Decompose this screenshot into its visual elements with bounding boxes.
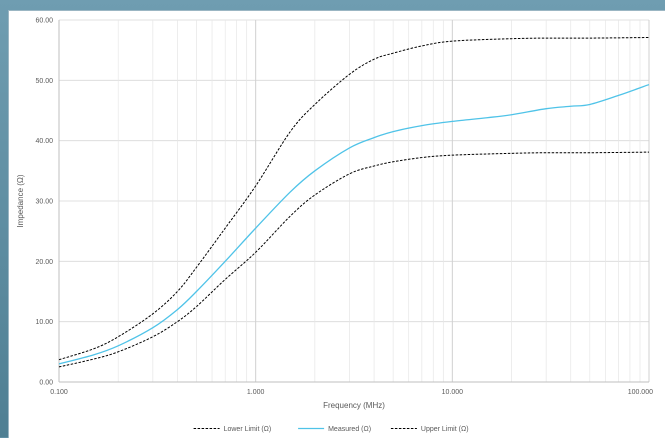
- y-tick-label: 20.00: [35, 259, 53, 266]
- y-axis-title: Impedance (Ω): [16, 174, 25, 227]
- series-lines: [58, 37, 650, 368]
- legend-label: Upper Limit (Ω): [421, 426, 469, 433]
- y-tick-label: 10.00: [35, 319, 53, 326]
- x-axis-title: Frequency (MHz): [323, 401, 385, 410]
- legend-label: Lower Limit (Ω): [224, 426, 272, 433]
- series-line-measured: [58, 83, 650, 365]
- x-tick-label: 0.100: [50, 389, 68, 396]
- legend: Lower Limit (Ω) Measured (Ω) Upper Limit (…: [193, 426, 469, 433]
- legend-label: Measured (Ω): [328, 426, 371, 433]
- y-tick-label: 40.00: [35, 138, 53, 145]
- y-tick-label: 0.00: [39, 380, 53, 387]
- y-tick-label: 30.00: [35, 199, 53, 206]
- axes: [58, 20, 649, 383]
- x-tick-label: 10.000: [442, 389, 464, 396]
- tick-labels: 0.00 10.00 20.00 30.00 40.00 50.00 60.00 0.100 1…: [35, 18, 653, 397]
- y-tick-label: 60.00: [35, 18, 53, 25]
- y-tick-label: 50.00: [35, 78, 53, 85]
- x-tick-label: 100.000: [628, 389, 653, 396]
- impedance-chart: 0.00 10.00 20.00 30.00 40.00 50.00 60.00 0.100 1…: [16, 18, 653, 434]
- chart-area: 0.00 10.00 20.00 30.00 40.00 50.00 60.00 0.100 1…: [8, 10, 665, 438]
- x-tick-label: 1.000: [247, 389, 265, 396]
- series-line-upper-limit: [58, 37, 650, 361]
- series-line-lower-limit: [58, 151, 650, 368]
- grid: [58, 19, 650, 383]
